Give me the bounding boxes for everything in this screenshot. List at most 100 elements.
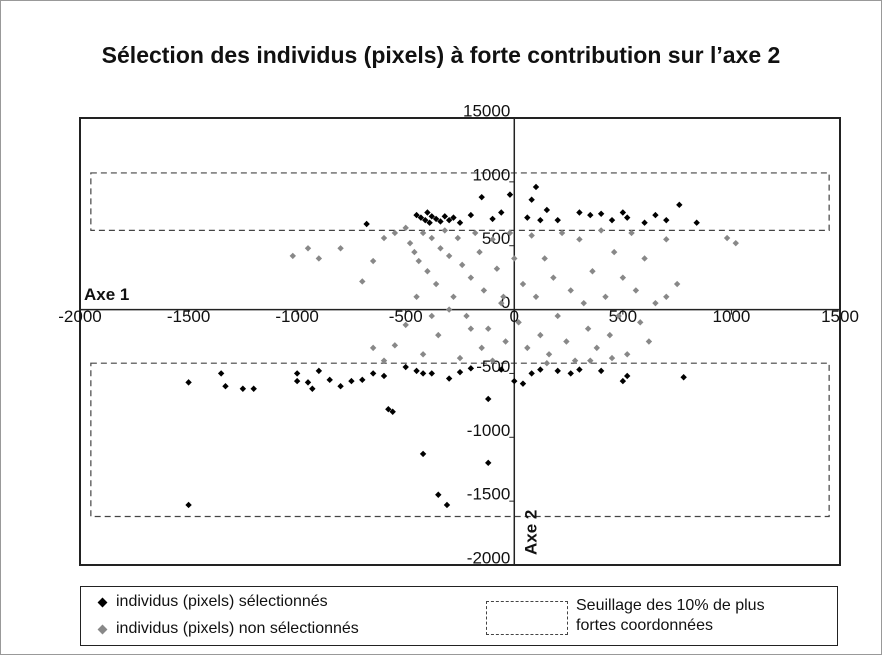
x-tick-label: -1000 xyxy=(275,307,318,326)
point xyxy=(415,257,422,265)
plot-frame xyxy=(79,117,841,566)
x-axis-title: Axe 1 xyxy=(84,285,129,304)
point xyxy=(450,214,457,221)
point xyxy=(315,255,323,262)
point xyxy=(502,338,509,345)
point xyxy=(554,367,561,375)
point xyxy=(445,216,453,224)
y-tick-label: 0 xyxy=(501,293,510,312)
point xyxy=(524,214,531,221)
point xyxy=(532,293,540,300)
point xyxy=(445,375,453,382)
point xyxy=(597,210,605,217)
point xyxy=(541,255,548,262)
point xyxy=(532,183,540,191)
point xyxy=(428,312,435,320)
point xyxy=(571,357,579,364)
point xyxy=(489,236,496,243)
point xyxy=(369,344,377,352)
point xyxy=(673,280,681,288)
point xyxy=(602,293,609,300)
y-tick-label: -1000 xyxy=(467,421,510,440)
threshold-box xyxy=(90,362,830,518)
point xyxy=(558,229,566,237)
point xyxy=(389,408,396,415)
point xyxy=(458,261,466,269)
point xyxy=(485,459,492,467)
point xyxy=(554,312,561,320)
point xyxy=(293,370,301,377)
y-tick-label: 15000 xyxy=(463,101,510,120)
point xyxy=(467,211,475,219)
legend-threshold-marker xyxy=(486,601,568,635)
point xyxy=(652,299,659,307)
y-tick-label: -1500 xyxy=(467,485,510,504)
point xyxy=(628,229,635,237)
point xyxy=(528,232,535,239)
point xyxy=(437,245,444,252)
point xyxy=(580,299,587,307)
y-axis-title: Axe 2 xyxy=(521,510,540,555)
point xyxy=(463,312,470,320)
point xyxy=(359,376,366,384)
point xyxy=(445,306,453,313)
legend-marker xyxy=(97,597,108,607)
point xyxy=(435,491,442,498)
point xyxy=(363,220,370,228)
point xyxy=(239,385,247,392)
point xyxy=(567,370,574,377)
point xyxy=(537,331,544,339)
point xyxy=(723,234,731,242)
point xyxy=(441,213,448,220)
point xyxy=(432,280,440,288)
legend-item: individus (pixels) sélectionnés xyxy=(81,593,328,611)
point xyxy=(576,366,583,373)
point xyxy=(680,374,687,381)
point xyxy=(645,338,653,345)
point xyxy=(413,367,420,375)
point xyxy=(624,351,631,358)
point xyxy=(437,218,444,225)
point xyxy=(432,215,440,223)
point xyxy=(467,325,475,332)
point xyxy=(489,215,496,223)
point xyxy=(563,338,570,345)
threshold-box xyxy=(90,172,830,231)
point xyxy=(419,351,427,358)
point xyxy=(543,206,551,214)
point xyxy=(550,274,557,281)
point xyxy=(337,383,344,390)
point xyxy=(641,255,648,262)
point xyxy=(537,216,544,224)
point xyxy=(478,344,485,352)
point xyxy=(528,196,535,203)
point xyxy=(480,287,488,294)
point xyxy=(608,354,616,362)
point xyxy=(519,280,527,288)
point xyxy=(456,219,464,226)
point xyxy=(456,368,464,376)
x-tick-label: -2000 xyxy=(58,307,101,326)
point xyxy=(587,211,594,219)
point xyxy=(222,383,229,390)
point xyxy=(391,342,399,349)
legend-item: individus (pixels) non sélectionnés xyxy=(81,620,359,638)
point xyxy=(467,365,475,372)
point xyxy=(380,234,388,242)
point xyxy=(498,366,505,373)
x-tick-label: -1500 xyxy=(167,307,210,326)
point xyxy=(489,357,496,364)
point xyxy=(524,344,531,352)
point xyxy=(217,370,225,377)
point xyxy=(593,344,600,352)
point xyxy=(385,405,392,413)
point xyxy=(610,248,618,256)
point xyxy=(663,293,670,300)
x-tick-label: 1000 xyxy=(713,307,751,326)
point xyxy=(369,370,377,377)
point xyxy=(584,325,592,332)
point xyxy=(326,376,333,384)
point xyxy=(663,216,670,224)
point xyxy=(380,372,388,380)
point xyxy=(619,209,627,216)
